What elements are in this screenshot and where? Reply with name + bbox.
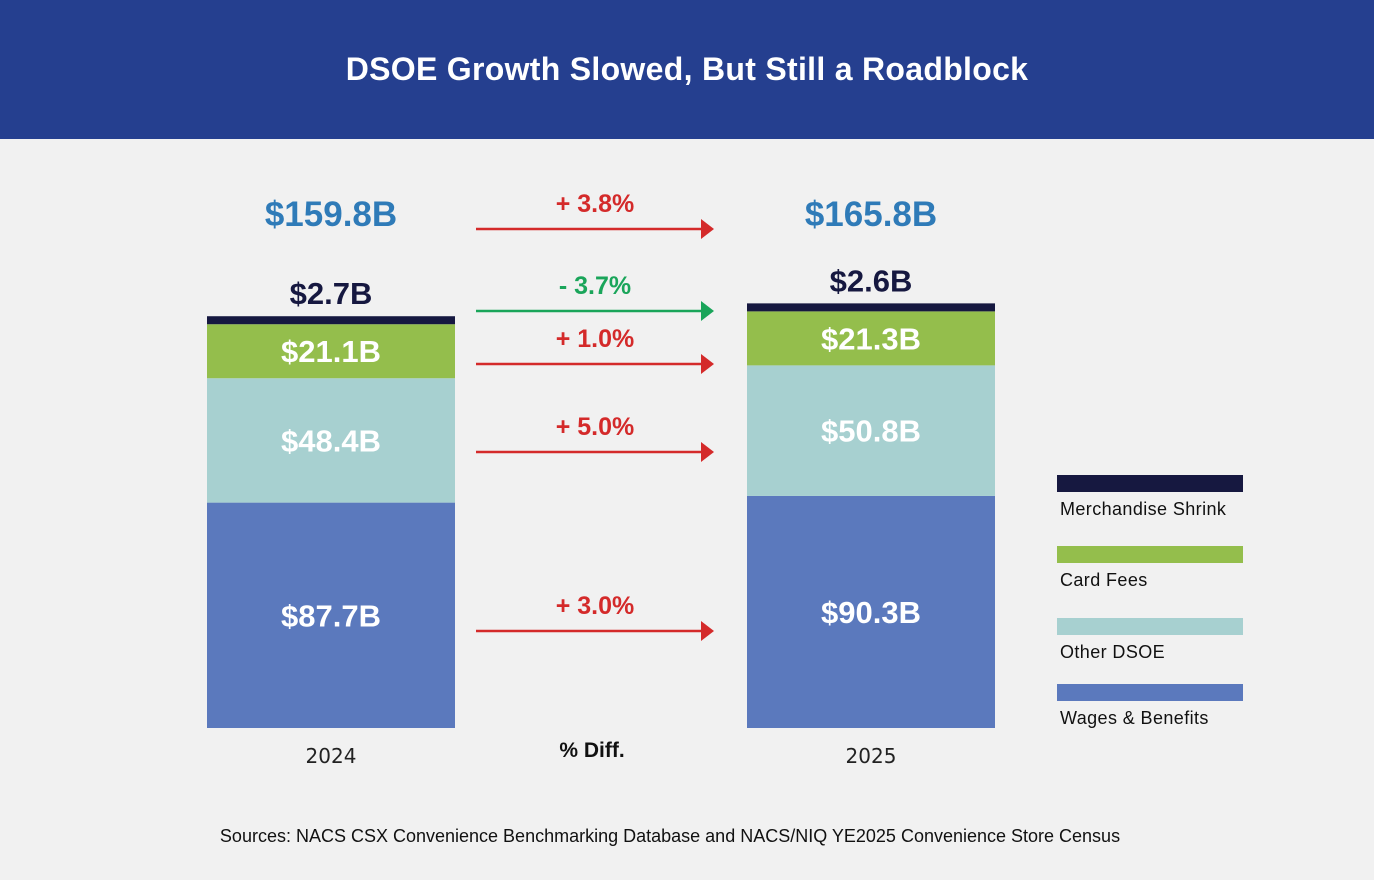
change-merchandise-shrink-pct-label: - 3.7%: [559, 272, 631, 300]
change-card-fees-arrow-head: [701, 354, 714, 374]
legend-swatch-card-fees: [1057, 546, 1243, 563]
bar-segment-card-fees-2024: [207, 324, 455, 379]
value-label-card-fees-2024: $21.1B: [281, 334, 381, 369]
total-change-arrow-head: [701, 219, 714, 239]
stacked-bar-chart: $87.7B $48.4B $21.1B $2.7B $159.8B 2024 $90.3B…: [207, 190, 1243, 768]
total-label-2024: $159.8B: [265, 195, 397, 234]
chart-area: $87.7B $48.4B $21.1B $2.7B $159.8B 2024 $90.3B…: [0, 139, 1374, 880]
bar-segment-other-dsoe-2024: [207, 378, 455, 503]
legend-label-card-fees: Card Fees: [1060, 570, 1148, 590]
change-other-dsoe-arrow-head: [701, 442, 714, 462]
change-merchandise-shrink-arrow-head: [701, 301, 714, 321]
x-tick-label-2024: 2024: [306, 744, 357, 768]
bar-segment-card-fees-2025: [747, 311, 995, 366]
legend-swatch-merchandise-shrink: [1057, 475, 1243, 492]
value-label-card-fees-2025: $21.3B: [821, 321, 921, 356]
legend-swatch-other-dsoe: [1057, 618, 1243, 635]
total-change-pct-label: + 3.8%: [556, 190, 635, 218]
legend-label-wages-and-benefits: Wages & Benefits: [1060, 708, 1209, 728]
x-tick-label-2025: 2025: [846, 744, 897, 768]
header-banner: DSOE Growth Slowed, But Still a Roadbloc…: [0, 0, 1374, 139]
diff-axis-label: % Diff.: [559, 739, 624, 762]
value-label-merchandise-shrink-2024: $2.7B: [290, 276, 373, 311]
bar-segment-other-dsoe-2025: [747, 365, 995, 496]
bar-segment-wages-and-benefits-2025: [747, 495, 995, 728]
chart-title: DSOE Growth Slowed, But Still a Roadbloc…: [345, 51, 1029, 87]
legend-swatch-wages-and-benefits: [1057, 684, 1243, 701]
value-label-merchandise-shrink-2025: $2.6B: [830, 263, 913, 298]
change-wages-and-benefits-pct-label: + 3.0%: [556, 592, 635, 620]
change-wages-and-benefits-arrow-head: [701, 621, 714, 641]
change-card-fees-pct-label: + 1.0%: [556, 325, 635, 353]
legend-label-other-dsoe: Other DSOE: [1060, 642, 1165, 662]
change-other-dsoe-pct-label: + 5.0%: [556, 413, 635, 441]
bar-segment-merchandise-shrink-2025: [747, 303, 995, 312]
value-label-wages-and-benefits-2025: $90.3B: [821, 595, 921, 630]
bar-segment-wages-and-benefits-2024: [207, 502, 455, 728]
legend-label-merchandise-shrink: Merchandise Shrink: [1060, 499, 1227, 519]
bar-segment-merchandise-shrink-2024: [207, 316, 455, 325]
total-label-2025: $165.8B: [805, 195, 937, 234]
value-label-other-dsoe-2024: $48.4B: [281, 423, 381, 458]
value-label-wages-and-benefits-2024: $87.7B: [281, 598, 381, 633]
sources-note: Sources: NACS CSX Convenience Benchmarki…: [219, 826, 1121, 846]
value-label-other-dsoe-2025: $50.8B: [821, 414, 921, 449]
